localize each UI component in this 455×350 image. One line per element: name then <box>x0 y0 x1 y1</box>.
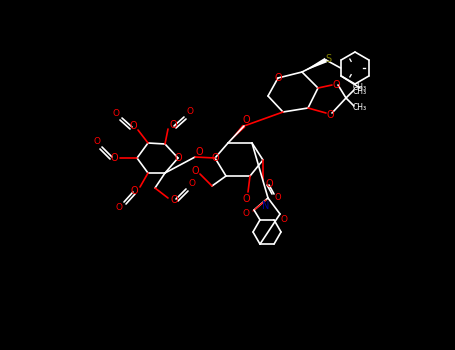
Text: O: O <box>265 179 273 189</box>
Text: O: O <box>274 73 282 83</box>
Text: O: O <box>110 153 118 163</box>
Text: O: O <box>280 216 288 224</box>
Text: O: O <box>169 120 177 130</box>
Text: O: O <box>170 195 178 205</box>
Text: O: O <box>195 147 203 157</box>
Text: CH₃: CH₃ <box>353 84 367 92</box>
Text: N: N <box>263 201 270 211</box>
Text: CH₃: CH₃ <box>353 104 367 112</box>
Text: O: O <box>112 108 120 118</box>
Text: S: S <box>325 54 331 64</box>
Polygon shape <box>302 58 327 72</box>
Text: O: O <box>129 121 137 131</box>
Text: O: O <box>187 107 193 117</box>
Text: O: O <box>243 210 249 218</box>
Text: O: O <box>242 194 250 204</box>
Text: CH₃: CH₃ <box>353 88 367 97</box>
Text: O: O <box>188 180 196 189</box>
Text: O: O <box>242 115 250 125</box>
Text: O: O <box>93 138 101 147</box>
Text: O: O <box>332 80 340 90</box>
Text: O: O <box>191 166 199 176</box>
Text: O: O <box>326 110 334 120</box>
Text: O: O <box>211 153 219 163</box>
Text: O: O <box>130 186 138 196</box>
Text: O: O <box>116 203 122 211</box>
Text: O: O <box>275 193 281 202</box>
Text: O: O <box>174 153 182 163</box>
Polygon shape <box>228 125 245 143</box>
